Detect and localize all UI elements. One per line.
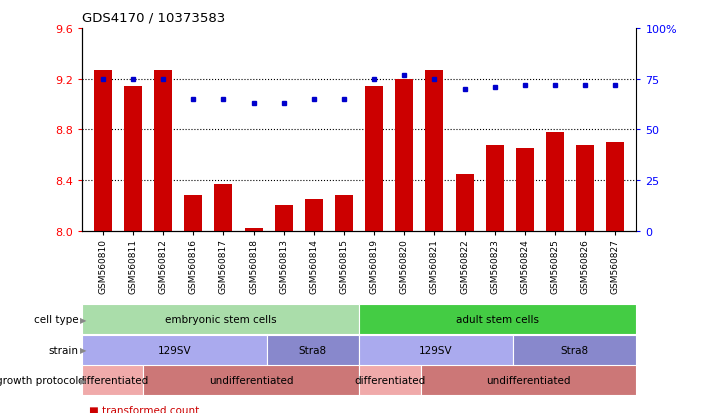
Text: ■ transformed count: ■ transformed count [89,405,199,413]
Text: ▶: ▶ [80,376,86,385]
Text: ▶: ▶ [80,345,86,354]
Text: differentiated: differentiated [354,375,425,385]
Bar [359,335,513,365]
Bar [456,174,474,231]
Bar [274,206,293,231]
Bar [395,79,413,231]
Bar [421,366,636,395]
Bar [184,196,203,231]
Bar [124,87,142,231]
Text: differentiated: differentiated [77,375,148,385]
Bar [359,304,636,334]
Bar [215,185,232,231]
Text: Stra8: Stra8 [299,345,327,355]
Bar [365,87,383,231]
Text: 129SV: 129SV [419,345,453,355]
Bar [425,71,444,231]
Bar [82,335,267,365]
Text: undifferentiated: undifferentiated [209,375,294,385]
Bar [546,133,564,231]
Bar [513,335,636,365]
Text: strain: strain [48,345,78,355]
Text: GDS4170 / 10373583: GDS4170 / 10373583 [82,12,225,25]
Bar [359,366,421,395]
Text: adult stem cells: adult stem cells [456,314,539,324]
Bar [94,71,112,231]
Bar [486,145,503,231]
Text: ▶: ▶ [80,315,86,324]
Text: growth protocol: growth protocol [0,375,78,385]
Bar [335,196,353,231]
Text: undifferentiated: undifferentiated [486,375,571,385]
Bar [267,335,359,365]
Bar [82,366,144,395]
Bar [154,71,172,231]
Bar [606,143,624,231]
Bar [245,229,262,231]
Bar [576,145,594,231]
Bar [515,149,534,231]
Text: cell type: cell type [33,314,78,324]
Text: 129SV: 129SV [157,345,191,355]
Text: Stra8: Stra8 [561,345,589,355]
Text: embryonic stem cells: embryonic stem cells [165,314,276,324]
Bar [144,366,359,395]
Bar [82,304,359,334]
Bar [305,199,323,231]
